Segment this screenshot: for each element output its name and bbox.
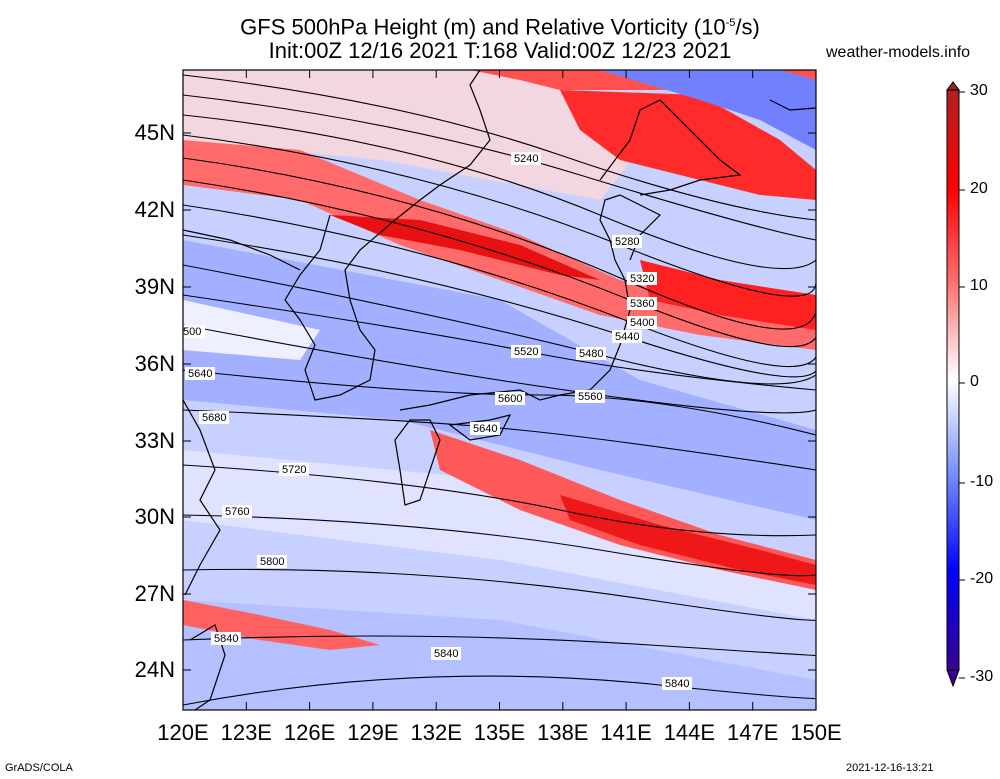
contour-label: 5440 [612,330,642,343]
svg-text:5280: 5280 [615,236,639,248]
lat-tick-label: 42N [134,197,175,222]
colorbar [946,81,965,688]
colorbar-label: 30 [970,82,988,99]
contour-label: 5280 [612,235,642,248]
svg-text:5640: 5640 [473,423,497,435]
svg-text:5400: 5400 [630,317,654,329]
contour-label: 5840 [431,647,461,660]
colorbar-label: 20 [970,180,988,197]
lat-tick-label: 45N [134,120,175,145]
svg-text:5520: 5520 [514,346,538,358]
svg-text:500: 500 [183,326,201,338]
contour-label: 5840 [211,632,241,645]
svg-text:5840: 5840 [214,633,238,645]
contour-label: 500 [183,325,205,338]
colorbar-label: 0 [970,373,979,390]
svg-text:5440: 5440 [615,331,639,343]
lon-tick-label: 135E [473,720,526,745]
colorbar-label: -30 [970,668,994,685]
contour-label: 5680 [199,411,229,424]
svg-text:5800: 5800 [260,556,284,568]
svg-text:5320: 5320 [630,273,654,285]
contour-label: 5800 [257,555,287,568]
contour-label: 5720 [279,463,309,476]
lon-tick-label: 150E [790,720,842,745]
contour-label: 5520 [511,345,541,358]
contour-label: 5640 [185,367,215,380]
svg-text:5360: 5360 [630,298,654,310]
colorbar-label: 10 [970,277,988,294]
lon-tick-label: 120E [157,720,209,745]
lat-tick-label: 27N [134,581,175,606]
lon-tick-label: 141E [600,720,652,745]
chart-title: GFS 500hPa Height (m) and Relative Vorti… [240,14,760,40]
lon-tick-label: 144E [663,720,716,745]
svg-text:5720: 5720 [282,464,306,476]
contour-label: 5240 [511,152,541,165]
lon-tick-label: 123E [220,720,272,745]
lat-tick-label: 36N [134,351,175,376]
contour-label: 5480 [576,347,606,360]
svg-text:5560: 5560 [578,391,602,403]
contour-label: 5760 [222,505,252,518]
lon-tick-label: 126E [283,720,336,745]
lat-tick-label: 39N [134,274,175,299]
lat-tick-label: 30N [134,504,175,529]
vorticity-field [183,70,816,710]
coastlines [183,70,816,710]
svg-text:5600: 5600 [498,393,522,405]
contour-label: 5320 [627,272,657,285]
svg-text:5680: 5680 [202,412,226,424]
chart-subtitle: Init:00Z 12/16 2021 T:168 Valid:00Z 12/2… [268,38,732,63]
svg-text:5240: 5240 [514,153,538,165]
svg-text:5840: 5840 [665,678,689,690]
contour-label: 5640 [470,422,500,435]
contour-label: 5600 [495,392,525,405]
contour-labels: 5240 5280 5320 5360 5400 5440 5480 5520 … [183,152,692,690]
lon-tick-label: 132E [410,720,462,745]
svg-text:5480: 5480 [579,348,603,360]
colorbar-label: -20 [970,570,994,587]
lon-tick-label: 138E [537,720,589,745]
footer-timestamp: 2021-12-16-13:21 [846,762,934,774]
lon-tick-label: 147E [726,720,779,745]
svg-text:5840: 5840 [434,648,458,660]
contour-label: 5360 [627,297,657,310]
site-label: weather-models.info [826,44,971,61]
lat-tick-label: 33N [134,428,175,453]
lat-tick-label: 24N [134,657,175,682]
footer-left: GrADS/COLA [5,762,73,774]
lon-tick-label: 129E [347,720,399,745]
axis-ticks [182,70,817,710]
svg-text:5640: 5640 [188,368,212,380]
contour-label: 5840 [662,677,692,690]
contour-label: 5400 [627,316,657,329]
svg-text:5760: 5760 [225,506,249,518]
colorbar-label: -10 [970,473,994,490]
contour-label: 5560 [575,390,605,403]
